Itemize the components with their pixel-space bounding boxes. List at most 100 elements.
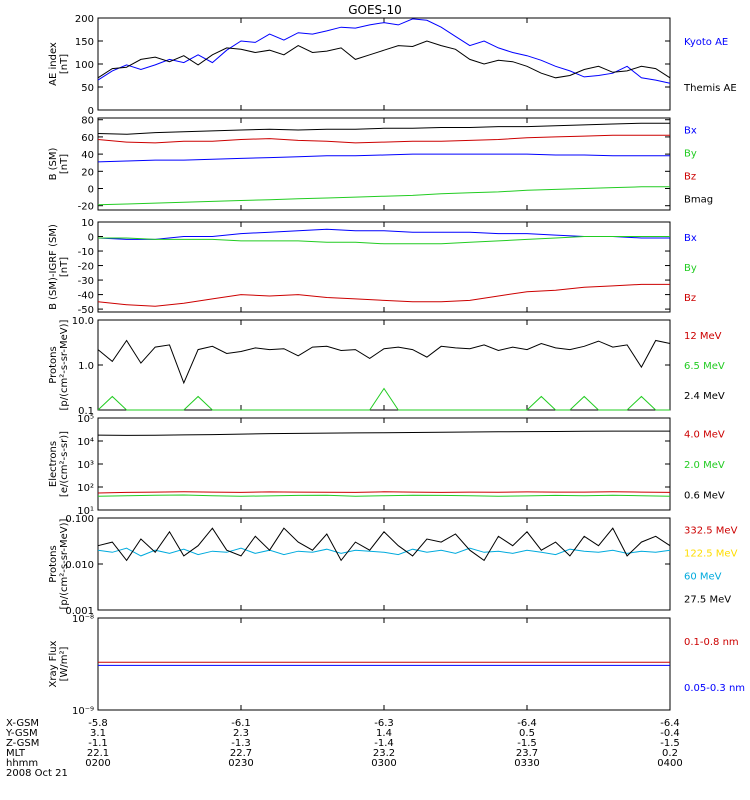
legend-label: 0.6 MeV	[684, 491, 725, 502]
legend-label: 0.05-0.3 nm	[684, 683, 745, 694]
series-line-hiprotons-2	[97, 547, 671, 557]
y-tick-label: 20	[81, 167, 94, 178]
legend-label: Kyoto AE	[684, 37, 728, 48]
y-tick-label: 10⁻⁹	[72, 706, 94, 717]
y-axis-label: [e/(cm²-s-sr)]	[59, 431, 70, 497]
x-axis-value: 3.1	[90, 728, 106, 739]
series-line-dbsm-0	[97, 228, 670, 240]
x-axis-value: -5.8	[88, 718, 108, 729]
panel-hiprotons: 0.001 0.010 0.100 Protons [p/(cm²-s-sr-MeV)]…	[48, 514, 738, 617]
x-axis-value: 0200	[85, 758, 110, 769]
legend-label: 4.0 MeV	[684, 429, 725, 440]
y-axis-label: Protons	[48, 545, 59, 582]
y-tick-label: 10¹	[77, 506, 94, 517]
x-axis-value: -6.1	[231, 718, 251, 729]
panel-frame	[97, 17, 671, 111]
x-axis-value: -0.4	[660, 728, 680, 739]
x-axis-value: 0.5	[519, 728, 535, 739]
legend-label: 2.4 MeV	[684, 391, 725, 402]
x-axis-value: 1.4	[376, 728, 392, 739]
y-tick-label: 0.100	[65, 514, 94, 525]
y-tick-label: 10⁻⁸	[72, 614, 94, 625]
y-tick-label: 10⁵	[77, 414, 94, 425]
series-line-bsm-0	[97, 153, 670, 163]
legend-label: 332.5 MeV	[684, 526, 738, 537]
y-axis-label: Xray Flux	[48, 640, 59, 687]
x-axis-value: -1.5	[517, 738, 537, 749]
panel-xray: 10⁻⁹ 10⁻⁸ Xray Flux [W/m²] 0.1-0.8 nm 0.05-0.…	[48, 614, 745, 717]
x-axis-row-label: MLT	[6, 748, 26, 759]
panel-frame	[97, 617, 671, 711]
legend-label: 12 MeV	[684, 331, 722, 342]
legend-label: 27.5 MeV	[684, 595, 731, 606]
legend-label: By	[684, 263, 697, 274]
series-line-electrons-2	[97, 430, 670, 436]
y-tick-label: 1.0	[78, 361, 94, 372]
x-axis-value: -1.5	[660, 738, 680, 749]
y-axis-label: [nT]	[59, 154, 70, 174]
y-axis-label: [nT]	[59, 54, 70, 74]
y-tick-label: 10²	[77, 483, 94, 494]
legend-label: Bmag	[684, 195, 713, 206]
series-line-dbsm-2	[97, 283, 670, 307]
y-tick-label: 50	[81, 83, 94, 94]
y-tick-label: -40	[78, 291, 94, 302]
x-axis-table: X-GSM -5.8 -6.1 -6.3 -6.4 -6.4 Y-GSM 3.1 2.3 1.4 0…	[5, 718, 683, 779]
y-tick-label: -10	[78, 247, 94, 258]
x-axis-row-label: Z-GSM	[6, 738, 39, 749]
y-axis-label: [p/(cm²-s-sr-MeV)]	[59, 518, 70, 609]
series-line-protons-2	[97, 339, 671, 385]
legend-label: 0.1-0.8 nm	[684, 637, 739, 648]
x-axis-value: -1.1	[88, 738, 108, 749]
series-line-electrons-1	[97, 494, 671, 497]
x-axis-value: 22.1	[87, 748, 109, 759]
panel-protons: 0.1 1.0 10.0 Protons [p/(cm²-s-sr-MeV)] 12 Me…	[48, 316, 725, 417]
y-axis-label: Electrons	[48, 441, 59, 487]
y-axis-label: B (SM)-IGRF (SM)	[48, 224, 59, 310]
x-axis-value: 22.7	[230, 748, 252, 759]
y-tick-label: 10³	[77, 460, 94, 471]
y-tick-label: 100	[75, 60, 94, 71]
series-line-electrons-0	[97, 491, 671, 494]
y-tick-label: 10⁴	[77, 437, 94, 448]
y-tick-label: 40	[81, 150, 94, 161]
y-tick-label: -20	[78, 202, 94, 213]
x-axis-value: -1.3	[231, 738, 251, 749]
y-axis-label: B (SM)	[48, 147, 59, 180]
legend-label: 122.5 MeV	[684, 549, 738, 560]
y-tick-label: -20	[78, 262, 94, 273]
y-axis-label: [nT]	[59, 257, 70, 277]
y-axis-label: [W/m²]	[59, 646, 70, 681]
y-tick-label: 200	[75, 14, 94, 25]
y-tick-label: 0	[88, 106, 94, 117]
legend-label: By	[684, 149, 697, 160]
series-line-bsm-1	[97, 186, 670, 206]
panel-electrons: 10¹ 10² 10³ 10⁴ 10⁵ Electrons [e/(cm²-s-sr)] 4.…	[48, 414, 725, 517]
x-axis-value: -6.4	[660, 718, 680, 729]
y-tick-label: 0	[88, 185, 94, 196]
y-axis-label: AE index	[48, 42, 59, 86]
y-tick-label: 150	[75, 37, 94, 48]
series-line-dbsm-1	[98, 236, 670, 245]
series-line-protons-1	[97, 387, 670, 411]
legend-label: Bz	[684, 293, 696, 304]
x-axis-value: 0230	[228, 758, 253, 769]
x-axis-value: -6.4	[517, 718, 537, 729]
x-axis-value: 0330	[514, 758, 539, 769]
legend-label: Themis AE	[683, 83, 737, 94]
y-axis-label: [p/(cm²-s-sr-MeV)]	[59, 319, 70, 410]
series-line-hiprotons-3	[97, 527, 671, 562]
y-tick-label: 60	[81, 133, 94, 144]
legend-label: 60 MeV	[684, 572, 722, 583]
series-line-ae-0	[97, 18, 671, 84]
x-axis-date: 2008 Oct 21	[6, 768, 68, 779]
y-tick-label: 0	[88, 233, 94, 244]
x-axis-value: 23.7	[516, 748, 538, 759]
x-axis-value: -6.3	[374, 718, 394, 729]
x-axis-value: 2.3	[233, 728, 249, 739]
series-line-bsm-3	[97, 122, 670, 135]
x-axis-value: 0300	[371, 758, 396, 769]
y-tick-label: 0.010	[65, 560, 94, 571]
